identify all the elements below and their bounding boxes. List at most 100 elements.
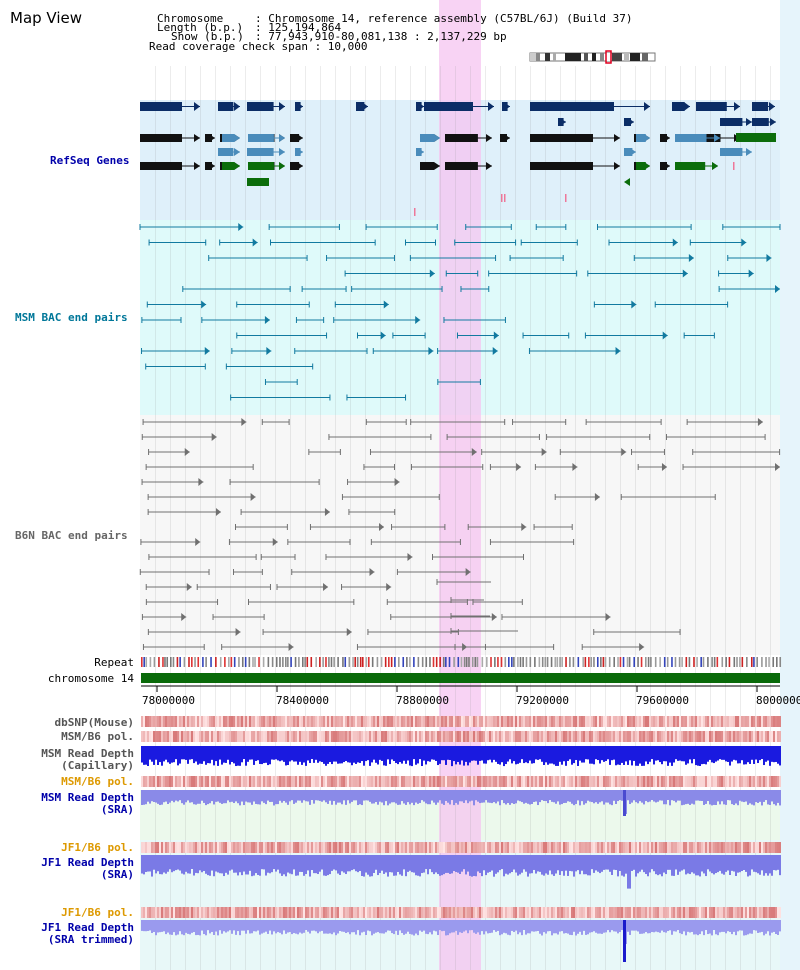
jf1-read-depth-trimmed-bar xyxy=(411,920,413,935)
jf1-b6-pol-heat xyxy=(469,842,471,853)
jf1-read-depth-trimmed-label[interactable]: JF1 Read Depth xyxy=(41,921,134,934)
msm-b6-pol-label[interactable]: MSM/B6 pol. xyxy=(61,730,134,743)
jf1-b6-pol-heat-2 xyxy=(159,907,161,918)
msm-b6-pol-heat xyxy=(513,731,515,742)
jf1-b6-pol-heat-2 xyxy=(229,907,231,918)
msm-b6-pol-heat-2 xyxy=(759,776,761,787)
msm-b6-pol-heat xyxy=(721,731,723,742)
msm-b6-pol-heat-2 xyxy=(449,776,451,787)
refseq-transcript-strand-arrow xyxy=(209,162,215,170)
msm-b6-pol-heat xyxy=(709,731,711,742)
msm-bac-end-arrow xyxy=(688,254,694,262)
msm-read-depth-capillary-bar xyxy=(299,746,301,762)
msm-read-depth-capillary-bar xyxy=(321,746,323,763)
jf1-read-depth-sra-bar xyxy=(609,855,611,872)
jf1-b6-pol-heat xyxy=(167,842,169,853)
jf1-b6-pol-heat-2 xyxy=(311,907,313,918)
repeat-mark xyxy=(608,657,611,667)
msm-b6-pol-heat-2 xyxy=(169,776,171,787)
msm-b6-pol-heat-2 xyxy=(373,776,375,787)
jf1-read-depth-trimmed-bar xyxy=(701,920,703,932)
refseq-marker xyxy=(501,194,503,202)
jf1-b6-pol-heat-2 xyxy=(623,907,625,918)
msm-read-depth-sra-bar xyxy=(659,790,661,801)
msm-b6-pol-heat xyxy=(331,731,333,742)
dbsnp-label[interactable]: dbSNP(Mouse) xyxy=(54,716,134,729)
dbsnp-heat xyxy=(159,716,161,727)
msm-read-depth-capillary-bar xyxy=(141,746,143,763)
jf1-read-depth-sra-label[interactable]: JF1 Read Depth xyxy=(41,856,134,869)
msm-b6-pol-heat xyxy=(503,731,505,742)
refseq-genes-label[interactable]: RefSeq Genes xyxy=(50,154,130,167)
msm-b6-pol-heat-2 xyxy=(651,776,653,787)
repeat-mark xyxy=(644,657,647,667)
msm-b6-pol-heat xyxy=(733,731,735,742)
jf1-read-depth-trimmed-bar xyxy=(365,920,367,935)
jf1-read-depth-trimmed-bar xyxy=(299,920,301,933)
dbsnp-heat xyxy=(519,716,521,727)
msm-read-depth-capillary-bar xyxy=(581,746,583,763)
dbsnp-heat xyxy=(151,716,153,727)
dbsnp-heat xyxy=(651,716,653,727)
msm-read-depth-capillary-bar xyxy=(489,746,491,760)
jf1-b6-pol-label[interactable]: JF1/B6 pol. xyxy=(61,841,134,854)
jf1-b6-pol-heat xyxy=(713,842,715,853)
msm-b6-pol-heat-2 xyxy=(163,776,165,787)
jf1-b6-pol-heat-2 xyxy=(247,907,249,918)
msm-read-depth-sra-bar xyxy=(367,790,369,801)
msm-b6-pol-heat xyxy=(765,731,767,742)
msm-b6-pol-heat-2 xyxy=(711,776,713,787)
msm-read-depth-sra-bar xyxy=(171,790,173,801)
msm-b6-pol-heat xyxy=(689,731,691,742)
refseq-transcript-exon xyxy=(660,134,667,142)
jf1-read-depth-trimmed-bar xyxy=(679,920,681,934)
msm-b6-pol-heat xyxy=(487,731,489,742)
msm-bac-label[interactable]: MSM BAC end pairs xyxy=(15,311,128,324)
chromosome-label: chromosome 14 xyxy=(47,672,134,685)
jf1-b6-pol-label-2[interactable]: JF1/B6 pol. xyxy=(61,906,134,919)
msm-read-depth-capillary-bar xyxy=(373,746,375,760)
msm-b6-pol-heat xyxy=(697,731,699,742)
msm-b6-pol-heat xyxy=(157,731,159,742)
msm-read-depth-sra-label[interactable]: MSM Read Depth xyxy=(41,791,134,804)
msm-read-depth-sra-bar xyxy=(185,790,187,803)
msm-b6-pol-heat-2 xyxy=(271,776,273,787)
msm-read-depth-capillary-bar xyxy=(311,746,313,760)
jf1-b6-pol-heat-2 xyxy=(525,907,527,918)
dbsnp-heat xyxy=(155,716,157,727)
dbsnp-heat xyxy=(387,716,389,727)
msm-read-depth-sra-bar xyxy=(387,790,389,806)
msm-b6-pol-heat-2 xyxy=(597,776,599,787)
repeat-mark xyxy=(439,657,441,667)
jf1-read-depth-trimmed-bar xyxy=(713,920,715,931)
msm-read-depth-capillary-bar xyxy=(425,746,427,765)
dbsnp-heat xyxy=(269,716,271,727)
jf1-read-depth-sra-bar xyxy=(505,855,507,874)
selected-region-highlight[interactable] xyxy=(439,0,481,970)
jf1-b6-pol-heat xyxy=(191,842,193,853)
msm-read-depth-sra-bar xyxy=(301,790,303,803)
msm-b6-pol-heat-2 xyxy=(567,776,569,787)
jf1-read-depth-sra-bar xyxy=(415,855,417,876)
jf1-read-depth-trimmed-bar xyxy=(769,920,771,936)
msm-read-depth-sra-bar xyxy=(759,790,761,802)
jf1-b6-pol-heat xyxy=(725,842,727,853)
msm-b6-pol-label-2[interactable]: MSM/B6 pol. xyxy=(61,775,134,788)
msm-b6-pol-heat xyxy=(541,731,543,742)
jf1-read-depth-sra-bar xyxy=(779,855,781,876)
msm-b6-pol-heat-2 xyxy=(231,776,233,787)
msm-bac-end-arrow xyxy=(662,331,668,340)
msm-b6-pol-heat xyxy=(277,731,279,742)
jf1-b6-pol-heat-2 xyxy=(749,907,751,918)
msm-read-depth-sra-bar xyxy=(593,790,595,804)
b6n-bac-label[interactable]: B6N BAC end pairs xyxy=(15,529,128,542)
msm-read-depth-capillary-label[interactable]: MSM Read Depth xyxy=(41,747,134,760)
msm-read-depth-sra-bar xyxy=(547,790,549,804)
jf1-read-depth-sra-bar xyxy=(447,855,449,873)
msm-read-depth-sra-bar xyxy=(285,790,287,803)
msm-b6-pol-heat xyxy=(701,731,703,742)
msm-b6-pol-heat-2 xyxy=(523,776,525,787)
dbsnp-heat xyxy=(565,716,567,727)
dbsnp-heat xyxy=(191,716,193,727)
jf1-b6-pol-heat xyxy=(571,842,573,853)
